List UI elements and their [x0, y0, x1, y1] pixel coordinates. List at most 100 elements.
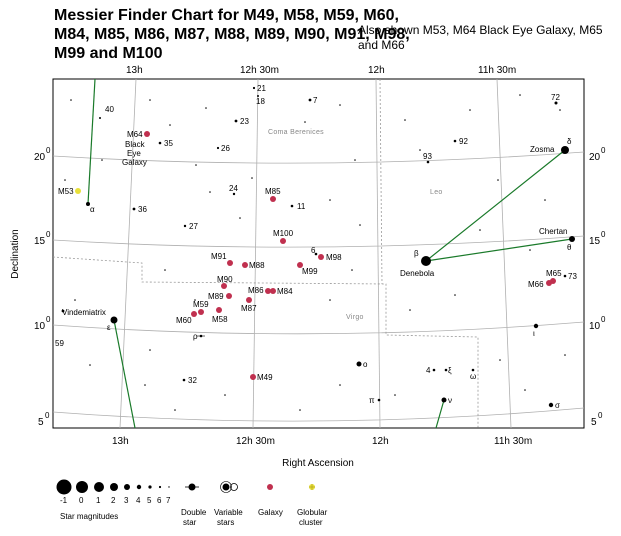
chart-title: Messier Finder Chart for M49, M58, M59, … — [54, 7, 410, 62]
grid-dec-20 — [53, 151, 584, 164]
deg-left-15: 0 — [46, 230, 51, 239]
deep-sky-objects — [75, 131, 556, 380]
marker-m90 — [221, 283, 227, 289]
label-27: 27 — [189, 222, 198, 231]
ra-top-13h: 13h — [126, 65, 143, 76]
constellation-leo: Leo — [430, 189, 443, 196]
label-sigma: σ — [555, 401, 560, 410]
label-delta: δ — [567, 137, 572, 146]
legend-mag-minus1 — [56, 479, 72, 495]
dec-right-5: 5 — [591, 417, 597, 428]
ra-top-1130: 11h 30m — [478, 65, 516, 76]
label-m89: M89 — [208, 292, 224, 301]
label-93: 93 — [423, 152, 432, 161]
legend-mag-label-minus1: -1 — [60, 496, 68, 505]
star-labels: Zosma Denebola Chertan Vindemiatrix α β … — [55, 84, 577, 410]
marker-m84 — [270, 288, 276, 294]
marker-m91 — [227, 260, 233, 266]
label-m53: M53 — [58, 187, 74, 196]
deg-left-5: 0 — [45, 411, 50, 420]
label-omega: ω — [470, 372, 476, 381]
constellation-virgo: Virgo — [346, 314, 364, 321]
legend-mag-label-0: 0 — [79, 496, 84, 505]
label-11: 11 — [297, 202, 306, 211]
grid-ra-12h — [375, 79, 381, 428]
label-92: 92 — [459, 137, 468, 146]
label-zosma: Zosma — [530, 145, 555, 154]
legend-galaxy-icon — [267, 484, 273, 490]
label-23: 23 — [240, 117, 249, 126]
marker-m64 — [144, 131, 150, 137]
label-galaxy: Galaxy — [122, 158, 147, 167]
label-m90: M90 — [217, 275, 233, 284]
dec-ticks-right: 20 15 10 5 0 0 0 0 — [589, 146, 606, 428]
legend-mag-3 — [124, 484, 130, 490]
legend-mag-0 — [76, 481, 88, 493]
constellation-coma-berenices: Coma Berenices — [268, 129, 324, 136]
marker-m58 — [216, 307, 222, 313]
marker-m100 — [280, 238, 286, 244]
grid-dec-10 — [53, 321, 584, 335]
marker-m49 — [250, 374, 256, 380]
legend-mag-label-2: 2 — [111, 496, 116, 505]
grid-dec-15 — [53, 235, 584, 248]
legend-mag-label-4: 4 — [136, 496, 141, 505]
star-chertan — [569, 236, 575, 242]
label-m66: M66 — [528, 280, 544, 289]
label-vindemiatrix: Vindemiatrix — [62, 308, 106, 317]
marker-m59 — [198, 309, 204, 315]
dec-right-15: 15 — [589, 236, 601, 247]
dec-left-10: 10 — [34, 321, 46, 332]
label-epsilon: ε — [107, 323, 111, 332]
legend-mag-6 — [158, 485, 162, 489]
label-59: 59 — [55, 339, 64, 348]
label-26: 26 — [221, 144, 230, 153]
label-m60: M60 — [176, 316, 192, 325]
marker-m66 — [546, 280, 552, 286]
ra-bottom-13h: 13h — [112, 436, 129, 447]
legend-variable-star-icon — [222, 483, 230, 491]
star-denebola — [421, 256, 431, 266]
marker-m86 — [265, 288, 271, 294]
legend-double-label: Double — [181, 508, 207, 517]
label-36: 36 — [138, 205, 147, 214]
label-omicron: ο — [363, 360, 368, 369]
ra-bottom-1230: 12h 30m — [236, 436, 275, 447]
star-sigma — [548, 402, 554, 408]
star-vindemiatrix — [110, 316, 118, 324]
ra-bottom-12h: 12h — [372, 436, 389, 447]
label-21: 21 — [257, 84, 266, 93]
asterism-lines — [87, 79, 573, 428]
legend-cluster-label: cluster — [299, 518, 323, 527]
label-m65: M65 — [546, 269, 562, 278]
label-m59: M59 — [193, 300, 209, 309]
legend-variable-star-faint-icon — [230, 483, 238, 491]
label-m84: M84 — [277, 287, 293, 296]
label-beta: β — [414, 249, 419, 258]
label-theta: θ — [567, 243, 572, 252]
marker-m88 — [242, 262, 248, 268]
legend-mag-4 — [136, 484, 142, 490]
star-omicron — [356, 361, 362, 367]
ra-top-1230: 12h 30m — [240, 65, 279, 76]
legend-star-magnitudes: Star magnitudes — [60, 512, 118, 521]
star-iota — [533, 323, 539, 329]
deg-left-10: 0 — [46, 315, 51, 324]
deg-right-5: 0 — [598, 411, 603, 420]
marker-m89 — [226, 293, 232, 299]
dec-left-5: 5 — [38, 417, 44, 428]
label-iota: ι — [533, 329, 535, 338]
object-labels: M49 M58 M59 M60 M84 M85 M86 M87 M88 M89 … — [58, 130, 562, 382]
legend-mag-label-5: 5 — [147, 496, 152, 505]
grid-ra-13h — [119, 79, 137, 428]
label-32: 32 — [188, 376, 197, 385]
y-axis-title: Declination — [10, 229, 21, 278]
legend-stars-label: stars — [217, 518, 234, 527]
marker-m87 — [246, 297, 252, 303]
legend: -1 0 1 2 3 4 5 6 7 Star magnitudes Doubl… — [56, 479, 328, 527]
label-m100: M100 — [273, 229, 294, 238]
label-m87: M87 — [241, 304, 257, 313]
legend-mag-7 — [168, 486, 170, 488]
label-7: 7 — [313, 96, 318, 105]
